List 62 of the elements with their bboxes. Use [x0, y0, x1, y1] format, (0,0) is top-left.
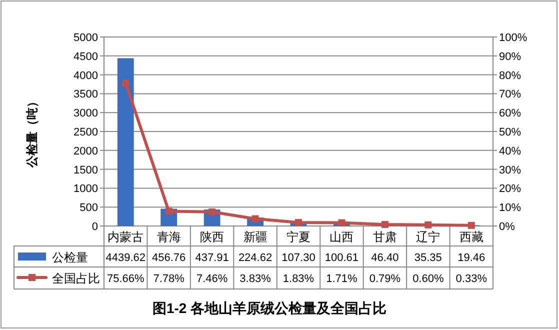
text: 图1-2 各地山羊原绒公检量及全国占比 [152, 300, 387, 316]
y2-tick-label: 70% [499, 88, 522, 101]
data-label: 7.46% [196, 273, 228, 285]
y2-tick-label: 10% [499, 202, 522, 214]
point [424, 221, 432, 228]
data-label: 437.91 [195, 252, 229, 264]
y-tick-label: 2500 [74, 126, 98, 138]
y-tick-label: 1000 [74, 183, 98, 196]
point [338, 219, 346, 226]
y2-tick-label: 60% [499, 108, 522, 120]
data-label: 75.66% [106, 273, 144, 285]
point [468, 222, 475, 229]
y2-tick-label: 50% [499, 126, 522, 138]
y2-tick-label: 90% [499, 50, 522, 63]
y2-tick-label: 80% [499, 70, 522, 82]
data-label: 0.79% [369, 273, 401, 285]
point [208, 208, 216, 216]
data-label: 224.62 [238, 252, 272, 264]
y2-tick-label: 30% [499, 164, 522, 176]
y2-tick-label: 20% [499, 183, 522, 196]
data-label: 1.83% [282, 273, 314, 285]
data-label: 0.33% [456, 273, 488, 285]
bar [117, 58, 134, 226]
y-tick-label: 500 [80, 202, 98, 214]
x-tick-label: 辽宁 [416, 230, 440, 244]
x-tick-label: 陕西 [200, 230, 224, 244]
data-label: 0.60% [412, 273, 444, 285]
data-label: 4439.62 [106, 252, 146, 264]
x-tick-label: 宁夏 [286, 230, 310, 244]
x-tick-label: 新疆 [243, 230, 268, 244]
data-label: 19.46 [458, 252, 486, 264]
x-tick-label: 西藏 [459, 230, 484, 244]
y-tick-label: 1500 [74, 164, 98, 176]
point [295, 219, 302, 226]
y-tick-label: 2000 [74, 145, 98, 158]
data-label: 35.35 [414, 252, 442, 264]
y2-tick-label: 0% [499, 221, 516, 233]
point [122, 80, 130, 87]
data-label: 1.71% [326, 273, 358, 285]
y-axis-title: 公检量（吨） [25, 96, 39, 168]
point [381, 221, 388, 228]
y-tick-label: 0 [92, 221, 98, 233]
y-tick-label: 5000 [74, 32, 98, 44]
data-label: 456.76 [152, 252, 186, 264]
x-tick-label: 山西 [330, 230, 354, 244]
legend-label: 全国占比 [52, 272, 100, 286]
data-label: 107.30 [282, 252, 316, 264]
legend-label: 公检量 [52, 250, 88, 264]
y-tick-label: 3000 [74, 108, 98, 120]
data-label: 46.40 [371, 252, 399, 264]
y-tick-label: 3500 [74, 88, 98, 101]
y-tick-label: 4500 [74, 50, 98, 63]
y2-tick-label: 40% [499, 145, 522, 158]
y-tick-label: 4000 [74, 70, 98, 82]
x-tick-label: 内蒙古 [108, 230, 144, 244]
data-label: 3.83% [240, 273, 272, 285]
x-tick-label: 甘肃 [372, 230, 397, 244]
data-label: 7.78% [153, 273, 185, 285]
x-tick-label: 青海 [156, 230, 181, 244]
y2-tick-label: 100% [499, 32, 528, 44]
data-label: 100.61 [324, 252, 359, 264]
point [165, 208, 172, 215]
